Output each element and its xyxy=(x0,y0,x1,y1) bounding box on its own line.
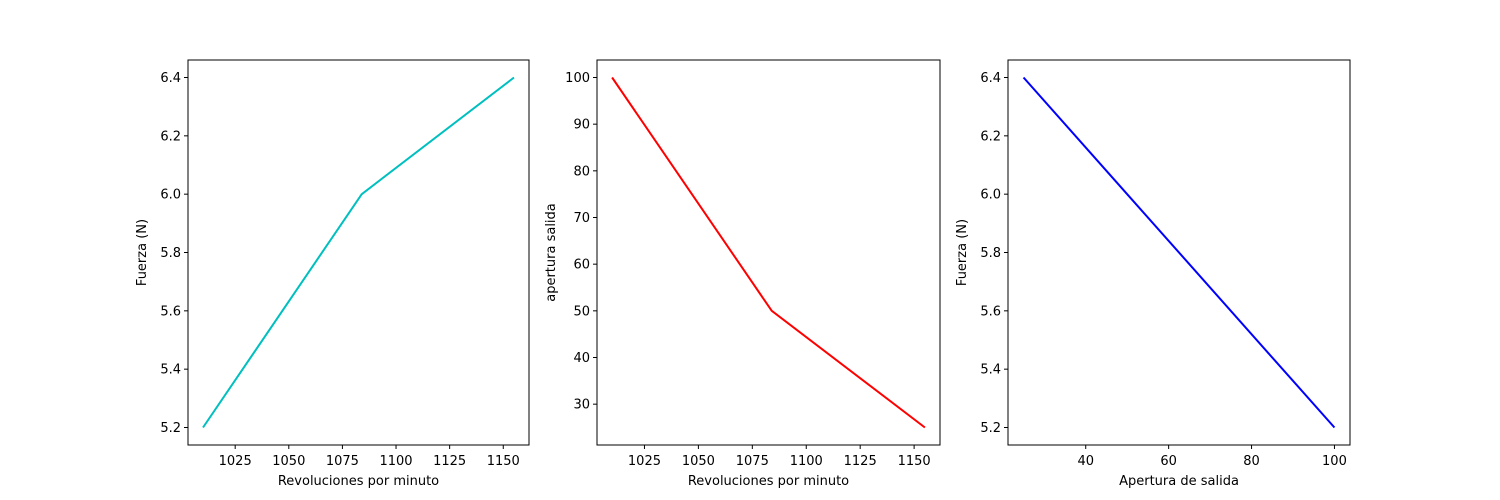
y-tick-label: 40 xyxy=(573,351,590,366)
series-line xyxy=(611,76,926,429)
x-tick-label: 40 xyxy=(1077,454,1094,469)
y-tick-label: 5.8 xyxy=(980,246,1001,261)
y-tick-label: 5.4 xyxy=(160,363,181,378)
y-tick-label: 70 xyxy=(573,211,590,226)
chart-fuerza-vs-rpm: 1025 1050 1075 1100 1125 1150 5.2 5.4 5.6 5.8 6.0 6… xyxy=(135,59,530,489)
y-tick-label: 5.6 xyxy=(980,304,1001,319)
y-tick-label: 60 xyxy=(573,258,590,273)
x-tick-label: 1100 xyxy=(379,454,412,469)
y-axis-label: apertura salida xyxy=(544,203,559,302)
y-tick-label: 30 xyxy=(573,398,590,413)
x-tick-label: 1100 xyxy=(790,454,823,469)
y-axis-label: Fuerza (N) xyxy=(955,219,970,286)
x-axis-label: Revoluciones por minuto xyxy=(688,474,849,489)
x-tick-label: 80 xyxy=(1243,454,1260,469)
x-tick-label: 1075 xyxy=(736,454,769,469)
x-tick-label: 1025 xyxy=(219,454,252,469)
x-tick-label: 1125 xyxy=(433,454,466,469)
x-tick-label: 1125 xyxy=(844,454,877,469)
y-tick-label: 6.4 xyxy=(980,71,1001,86)
y-tick-label: 5.8 xyxy=(160,246,181,261)
x-tick-label: 100 xyxy=(1322,454,1347,469)
x-tick-label: 1050 xyxy=(682,454,715,469)
chart-apertura-vs-rpm: 1025 1050 1075 1100 1125 1150 30 40 50 60 70 80 90 10… xyxy=(544,59,941,489)
y-tick-label: 6.4 xyxy=(160,71,181,86)
y-tick-label: 90 xyxy=(573,118,590,133)
x-axis-label: Revoluciones por minuto xyxy=(278,474,439,489)
y-tick-label: 80 xyxy=(573,164,590,179)
axes-frame xyxy=(596,59,941,446)
y-tick-label: 5.6 xyxy=(160,304,181,319)
y-axis-label: Fuerza (N) xyxy=(135,219,150,286)
series-line xyxy=(1022,76,1336,429)
y-tick-label: 6.0 xyxy=(980,188,1001,203)
y-tick-label: 5.2 xyxy=(160,421,181,436)
x-tick-label: 1075 xyxy=(326,454,359,469)
y-tick-label: 6.0 xyxy=(160,188,181,203)
chart-fuerza-vs-apertura: 40 60 80 100 5.2 5.4 5.6 5.8 6.0 6.2 6.4 Apertura … xyxy=(955,59,1351,489)
x-tick-label: 1150 xyxy=(898,454,931,469)
y-tick-label: 100 xyxy=(565,71,590,86)
y-tick-label: 6.2 xyxy=(980,129,1001,144)
x-tick-label: 1025 xyxy=(628,454,661,469)
y-tick-label: 6.2 xyxy=(160,129,181,144)
y-tick-label: 5.2 xyxy=(980,421,1001,436)
x-tick-label: 60 xyxy=(1160,454,1177,469)
y-tick-label: 50 xyxy=(573,304,590,319)
y-tick-label: 5.4 xyxy=(980,363,1001,378)
x-axis-label: Apertura de salida xyxy=(1119,474,1239,489)
x-tick-label: 1050 xyxy=(272,454,305,469)
series-line xyxy=(202,76,515,429)
x-tick-label: 1150 xyxy=(487,454,520,469)
